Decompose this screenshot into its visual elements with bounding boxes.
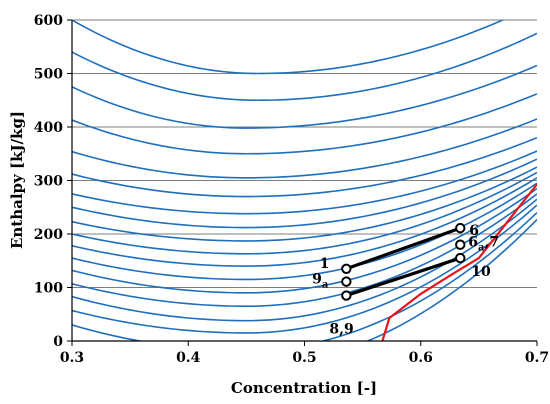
isotherm-10: [72, 166, 537, 242]
isotherm-15: [72, 93, 537, 155]
isotherm-lines: [72, 20, 537, 341]
process-line-2: [344, 256, 462, 298]
point-label-3: 8,9: [329, 322, 353, 338]
point-label-main: 10: [471, 264, 491, 280]
x-tick-label: 0.6: [409, 350, 433, 366]
state-point-3: [341, 290, 352, 301]
point-label-subscript: a: [478, 243, 485, 254]
state-point-2: [341, 276, 352, 287]
crystallization-curve: [381, 183, 537, 341]
y-tick-label: 600: [34, 13, 63, 29]
point-label-main: 6: [468, 235, 478, 251]
point-label-tail: ,7: [485, 235, 500, 251]
state-point-1: [341, 263, 352, 274]
state-point-5: [455, 239, 466, 250]
point-label-main: 1: [320, 256, 330, 272]
process-line-1: [344, 226, 462, 271]
axes: [67, 19, 538, 346]
x-tick-label: 0.5: [292, 350, 316, 366]
isotherm-16: [72, 64, 537, 129]
isotherm-14: [72, 118, 537, 179]
isotherm-11: [72, 158, 537, 229]
isotherm-13: [72, 136, 537, 198]
x-tick-label: 0.7: [525, 350, 549, 366]
point-label-1: 1: [320, 256, 330, 272]
y-tick-label: 500: [34, 67, 63, 83]
point-label-5: 6a,7: [468, 235, 499, 254]
isotherm-9: [72, 171, 537, 255]
point-label-2: 9a: [312, 272, 329, 291]
point-label-main: 9: [312, 272, 322, 288]
y-tick-label: 100: [34, 281, 63, 297]
point-label-main: 8,9: [329, 322, 353, 338]
isotherm-3: [72, 204, 537, 334]
isotherm-18: [72, 20, 505, 75]
y-tick-label: 300: [34, 174, 63, 190]
point-label-6: 10: [471, 264, 491, 280]
point-label-main: 6: [469, 223, 479, 239]
isotherm-2: [72, 212, 537, 341]
state-point-6: [455, 252, 466, 264]
x-axis-title: Concentration [-]: [231, 379, 377, 397]
state-points: [341, 222, 466, 301]
crystallization-line: [381, 183, 537, 341]
y-axis-title: Enthalpy [kJ/kg]: [8, 111, 26, 249]
isotherm-8: [72, 177, 537, 267]
y-tick-label: 0: [53, 334, 63, 350]
isotherm-6: [72, 187, 537, 294]
point-label-subscript: a: [322, 280, 329, 291]
y-tick-label: 200: [34, 227, 63, 243]
isotherm-12: [72, 150, 537, 215]
isotherm-17: [72, 32, 537, 102]
isotherm-1: [72, 218, 537, 341]
tick-labels: 0 100 200 300 400 500 600 0.3 0.4 0.5 0.6 0.7: [34, 13, 549, 366]
process-lines: [344, 226, 462, 298]
state-point-4: [455, 222, 466, 234]
y-tick-label: 400: [34, 120, 63, 136]
x-tick-label: 0.4: [176, 350, 201, 366]
point-label-4: 6: [469, 223, 479, 239]
x-tick-label: 0.3: [60, 350, 84, 366]
